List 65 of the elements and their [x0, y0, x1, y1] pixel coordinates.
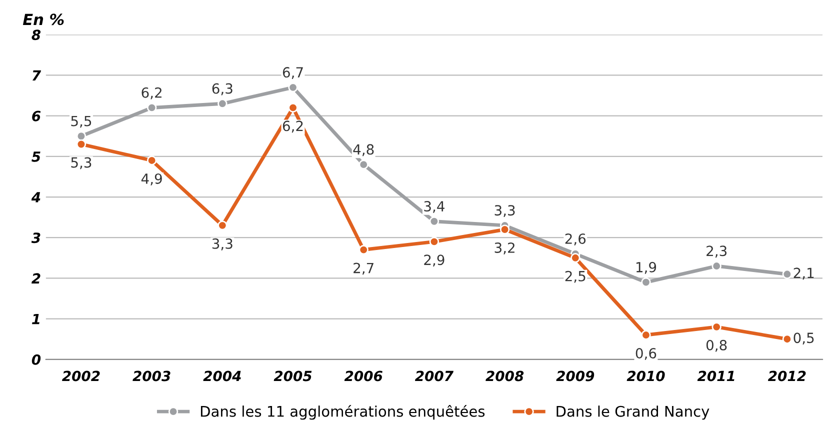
x-tick-label: 2004	[203, 370, 241, 382]
y-tick-label: 0	[32, 354, 41, 365]
point	[712, 322, 722, 332]
data-label: 3,4	[424, 201, 444, 213]
data-label: 6,2	[142, 87, 162, 100]
data-label: 3,2	[494, 242, 514, 254]
x-tick-label: 2009	[556, 370, 594, 382]
data-label: 5,5	[71, 116, 92, 128]
point	[782, 334, 792, 344]
y-tick-label: 7	[32, 70, 42, 81]
point	[76, 139, 86, 150]
legend-label: Dans les 11 agglomérations enquêtées	[200, 404, 485, 420]
point	[288, 82, 298, 92]
legend-label: Dans le Grand Nancy	[556, 406, 710, 420]
point	[146, 102, 157, 113]
x-tick-label: 2005	[274, 370, 312, 382]
data-label: 4,8	[353, 144, 374, 156]
data-label: 6,2	[282, 120, 303, 133]
data-label: 0,6	[636, 348, 656, 360]
point	[429, 216, 440, 226]
data-label: 2,6	[565, 233, 586, 246]
point	[358, 244, 368, 255]
y-axis-title: En %	[22, 14, 64, 26]
data-label: 2,3	[706, 246, 727, 258]
point	[641, 277, 651, 288]
data-label: 4,9	[141, 173, 162, 186]
point	[641, 330, 651, 340]
data-label: 2,7	[354, 262, 374, 275]
x-tick-label: 2012	[768, 370, 806, 382]
point	[429, 236, 440, 247]
data-label: 3,3	[212, 238, 232, 250]
y-tick-label: 6	[32, 110, 41, 122]
point	[288, 102, 298, 113]
point	[358, 160, 368, 170]
data-label: 3,3	[494, 205, 515, 217]
data-label: 0,5	[794, 332, 814, 345]
x-tick-label: 2011	[697, 370, 734, 382]
point	[782, 269, 792, 280]
data-label: 0,8	[706, 340, 727, 352]
x-tick-label: 2006	[344, 370, 382, 382]
y-tick-label: 2	[32, 273, 40, 284]
data-label: 5,3	[71, 157, 92, 170]
data-label: 1,9	[636, 262, 656, 274]
point	[712, 261, 722, 271]
data-label: 2,5	[565, 270, 586, 283]
data-label: 6,3	[212, 83, 232, 96]
y-tick-label: 4	[31, 192, 40, 202]
data-label: 2,9	[424, 254, 444, 267]
y-tick-label: 1	[32, 314, 40, 324]
x-tick-label: 2002	[62, 370, 100, 382]
point	[146, 156, 157, 166]
data-label: 6,7	[282, 67, 303, 79]
data-label: 2,1	[794, 268, 814, 280]
point	[218, 98, 228, 109]
x-tick-label: 2008	[486, 370, 524, 382]
point	[500, 224, 510, 234]
y-tick-label: 5	[32, 152, 40, 162]
x-tick-label: 2003	[132, 370, 170, 382]
point	[76, 131, 86, 141]
point	[218, 220, 228, 230]
x-tick-label: 2010	[626, 370, 665, 382]
y-tick-label: 3	[31, 232, 40, 244]
y-tick-label: 8	[32, 30, 41, 40]
x-tick-label: 2007	[414, 370, 454, 382]
point	[570, 253, 580, 263]
